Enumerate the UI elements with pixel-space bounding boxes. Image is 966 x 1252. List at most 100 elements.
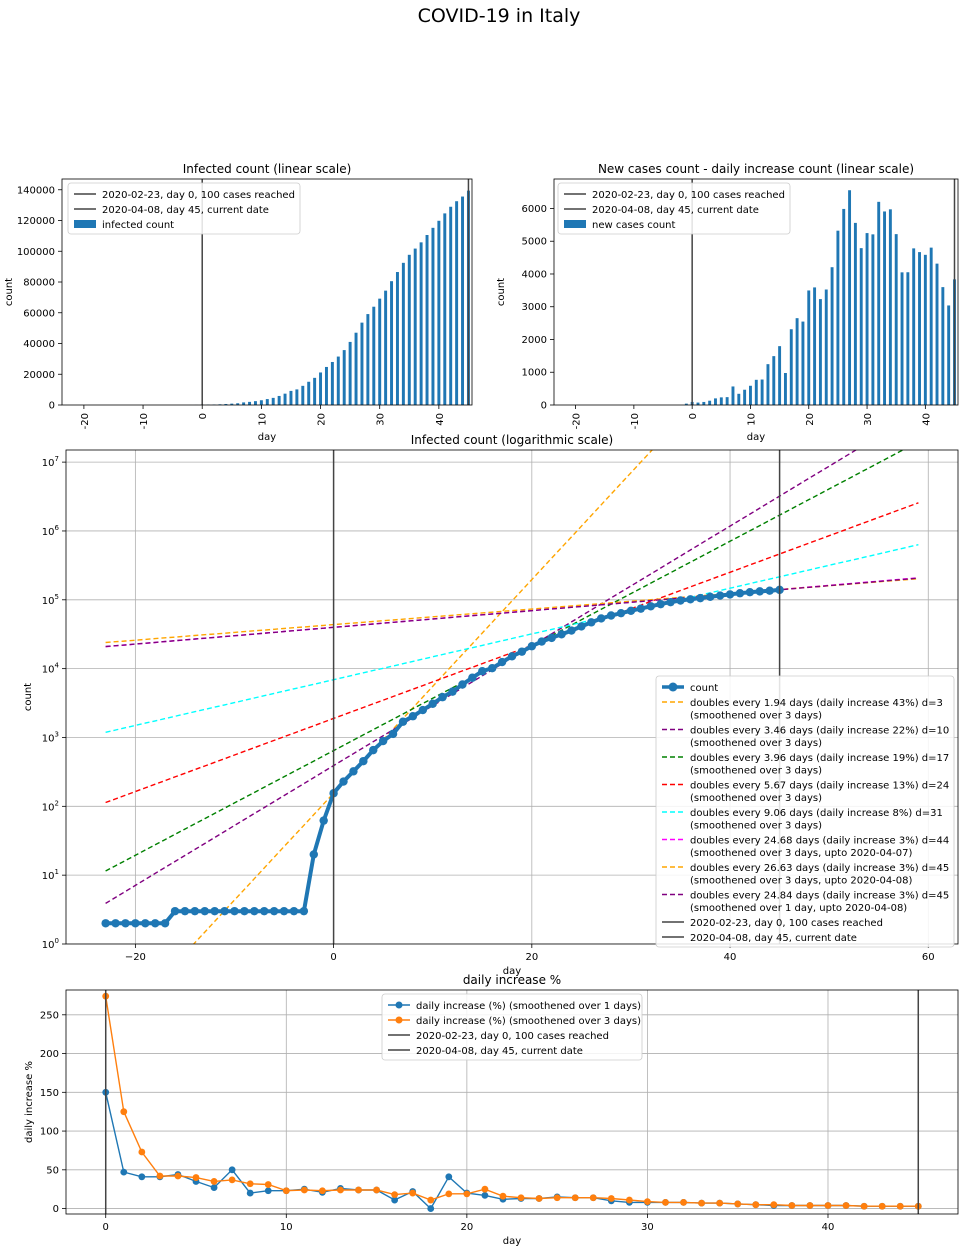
bar — [778, 346, 782, 405]
legend-label: (smoothened over 3 days) — [690, 766, 822, 777]
count-point — [567, 626, 576, 635]
count-point — [626, 606, 636, 616]
count-point — [706, 592, 715, 601]
count-point — [597, 614, 606, 623]
legend-label: new cases count — [592, 220, 676, 231]
x-axis-label: day — [503, 966, 521, 977]
bar — [754, 379, 758, 405]
series-point — [752, 1201, 760, 1209]
count-point — [587, 618, 596, 627]
bar — [295, 389, 299, 405]
count-point — [190, 906, 200, 916]
series-point — [770, 1201, 778, 1209]
count-point — [676, 596, 685, 605]
count-point — [755, 587, 764, 596]
legend-label: 2020-04-08, day 45, current date — [416, 1046, 583, 1057]
count-point — [388, 729, 398, 739]
series-point — [409, 1189, 417, 1197]
fit-line — [105, 578, 919, 644]
legend-label: doubles every 24.84 days (daily increase… — [690, 891, 949, 902]
bar — [307, 381, 311, 405]
bar — [461, 196, 465, 405]
bar — [923, 254, 927, 405]
bar — [836, 230, 840, 405]
series-point — [120, 1168, 128, 1176]
count-point — [408, 712, 418, 721]
legend-label: 2020-04-08, day 45, current date — [592, 205, 759, 216]
x-tick-label: 10 — [280, 1222, 293, 1233]
legend-swatch — [564, 220, 586, 228]
x-tick-label: 0 — [330, 952, 336, 963]
bar — [324, 366, 328, 405]
series-point — [481, 1185, 489, 1193]
count-point — [666, 597, 675, 607]
series-point — [734, 1200, 742, 1208]
bar — [714, 398, 717, 405]
count-point — [230, 906, 239, 916]
bar — [783, 372, 787, 405]
chart-title: Infected count (linear scale) — [183, 162, 352, 176]
series-point — [264, 1181, 272, 1188]
bar — [449, 206, 453, 405]
y-tick-label: 106 — [42, 524, 60, 538]
series-point — [499, 1192, 507, 1200]
count-point — [339, 777, 348, 786]
bar — [230, 403, 234, 405]
x-tick-label: 10 — [257, 413, 268, 426]
legend-label: (smoothened over 3 days, upto 2020-04-07… — [690, 848, 913, 859]
series-point — [427, 1205, 435, 1212]
series-point — [210, 1184, 218, 1192]
count-point — [210, 906, 219, 916]
bar — [772, 356, 776, 405]
x-tick-label: 30 — [641, 1222, 654, 1233]
bar — [719, 397, 723, 405]
daily-increase-chart: 0 10 20 30 40 0 50 100 150 200 250 daily increase %… — [24, 973, 959, 1247]
axes-frame — [61, 178, 473, 406]
count-point — [240, 906, 249, 916]
count-point — [606, 611, 616, 620]
count-point — [101, 919, 110, 928]
series-point — [264, 1187, 272, 1195]
series-point — [174, 1172, 182, 1180]
x-tick-label: 20 — [317, 413, 328, 426]
count-point — [686, 595, 695, 604]
bar — [743, 389, 747, 405]
series-point — [644, 1198, 651, 1205]
x-tick-label: 10 — [746, 413, 757, 426]
count-point — [656, 599, 665, 609]
count-point — [180, 906, 190, 916]
count-point — [141, 919, 150, 928]
x-axis-label: day — [747, 432, 765, 443]
y-tick-label: 4000 — [522, 269, 547, 280]
count-point — [349, 767, 358, 776]
bar — [455, 201, 459, 405]
axes-frame — [553, 178, 959, 406]
new-cases-linear-chart: -20 -10 0 10 20 30 40 0 1000 2000 3000 4000 5000 6000… — [496, 162, 959, 443]
series-line — [105, 996, 919, 1207]
bar — [431, 227, 435, 405]
legend-box — [655, 675, 955, 948]
count-point — [468, 673, 477, 682]
bar — [283, 393, 287, 405]
x-tick-label: 20 — [525, 952, 538, 963]
count-point — [378, 736, 388, 746]
legend-label: doubles every 1.94 days (daily increase … — [690, 698, 943, 709]
series-point — [138, 1173, 146, 1181]
y-axis-label: count — [23, 683, 34, 711]
y-tick-label: 3000 — [522, 302, 547, 313]
series-point — [589, 1194, 597, 1202]
legend-label: 2020-02-23, day 0, 100 cases reached — [416, 1031, 609, 1042]
bar — [935, 263, 939, 405]
count-point — [616, 608, 626, 618]
y-axis-label: count — [4, 278, 15, 306]
y-tick-label: 0 — [49, 401, 55, 412]
legend-label: daily increase (%) (smoothened over 1 da… — [416, 1001, 641, 1012]
legend-label: doubles every 9.06 days (daily increase … — [690, 808, 943, 819]
y-tick-label: 150 — [40, 1088, 59, 1099]
bar — [354, 332, 358, 405]
chart-title: Infected count (logarithmic scale) — [411, 433, 613, 447]
bar — [224, 403, 228, 405]
x-axis-label: day — [503, 1236, 521, 1247]
legend-label: doubles every 3.46 days (daily increase … — [690, 726, 949, 737]
count-point — [715, 591, 725, 600]
